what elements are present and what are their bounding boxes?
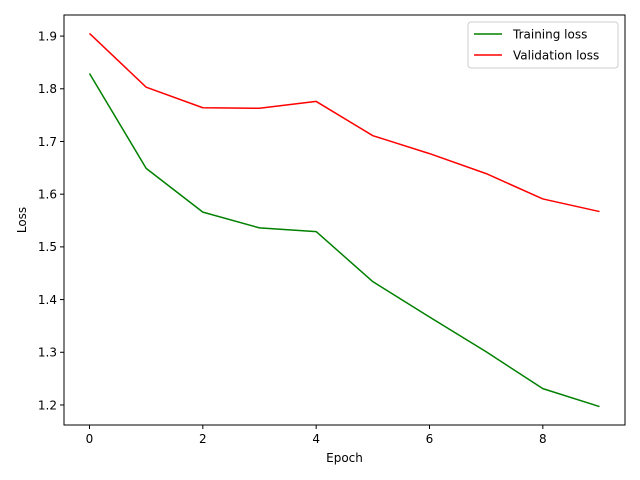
legend-label-training-loss: Training loss xyxy=(512,28,587,42)
x-tick-label: 2 xyxy=(199,432,207,446)
y-tick-label: 1.7 xyxy=(38,135,57,149)
legend: Training loss Validation loss xyxy=(467,21,619,69)
y-tick-label: 1.9 xyxy=(38,29,57,43)
legend-label-validation-loss: Validation loss xyxy=(513,49,599,63)
legend-box xyxy=(467,21,619,69)
x-tick-label: 8 xyxy=(539,432,547,446)
y-tick-label: 1.8 xyxy=(38,82,57,96)
plot-area xyxy=(88,32,600,408)
y-tick-label: 1.4 xyxy=(38,293,57,307)
axes-frame xyxy=(63,14,626,426)
x-axis: 0 2 4 6 8 xyxy=(86,425,547,446)
x-tick-label: 6 xyxy=(426,432,434,446)
series-line-training-loss xyxy=(88,73,600,408)
y-axis-title: Loss xyxy=(15,207,29,233)
x-tick-label: 4 xyxy=(312,432,320,446)
y-tick-label: 1.5 xyxy=(38,240,57,254)
y-tick-label: 1.3 xyxy=(38,346,57,360)
series-line-validation-loss xyxy=(88,32,600,213)
y-axis: 1.2 1.3 1.4 1.5 1.6 1.7 1.8 1.9 xyxy=(38,29,64,412)
x-tick-label: 0 xyxy=(86,432,94,446)
x-axis-title: Epoch xyxy=(326,451,363,465)
y-tick-label: 1.6 xyxy=(38,187,57,201)
y-tick-label: 1.2 xyxy=(38,398,57,412)
